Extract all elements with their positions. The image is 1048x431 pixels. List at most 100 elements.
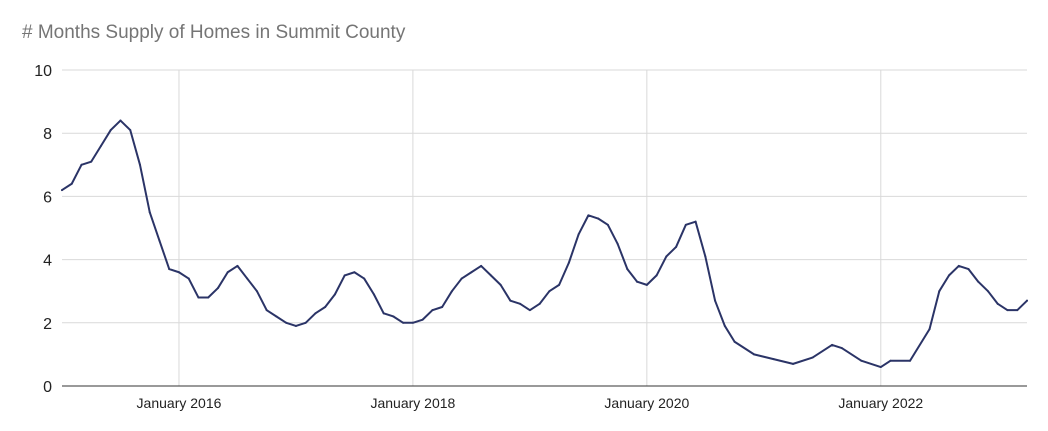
data-point <box>304 321 307 324</box>
data-point <box>587 214 590 217</box>
data-point <box>606 223 609 226</box>
y-tick-label: 2 <box>43 316 52 333</box>
data-point <box>840 347 843 350</box>
data-point <box>499 283 502 286</box>
data-point <box>392 315 395 318</box>
y-tick-label: 8 <box>43 126 52 143</box>
data-point <box>314 312 317 315</box>
data-point <box>324 306 327 308</box>
data-point <box>538 302 541 305</box>
data-point <box>275 315 278 318</box>
data-point <box>197 296 200 299</box>
data-point <box>246 277 249 280</box>
data-point <box>694 220 697 223</box>
data-point <box>1016 309 1019 312</box>
data-point <box>567 261 570 264</box>
data-point <box>1006 309 1009 312</box>
x-tick-label: January 2022 <box>838 395 923 411</box>
data-point <box>616 242 619 245</box>
data-point <box>294 324 297 327</box>
data-point <box>879 366 882 369</box>
y-tick-label: 4 <box>43 253 52 270</box>
data-point <box>489 274 492 277</box>
data-point <box>645 283 648 286</box>
data-point <box>928 328 931 331</box>
data-point <box>519 302 522 305</box>
data-point <box>860 359 863 362</box>
data-point <box>168 268 171 271</box>
data-point <box>655 274 658 277</box>
data-point <box>226 271 229 274</box>
data-point <box>236 264 239 267</box>
data-point <box>285 321 288 324</box>
data-point <box>714 299 717 302</box>
data-point <box>723 324 726 327</box>
data-point <box>470 271 473 274</box>
chart-title: # Months Supply of Homes in Summit Count… <box>22 22 406 43</box>
data-point <box>207 296 210 299</box>
data-point <box>811 356 814 359</box>
x-tick-label: January 2020 <box>604 395 689 411</box>
data-point <box>665 255 668 258</box>
data-point <box>333 293 336 296</box>
data-point <box>987 290 990 293</box>
data-point <box>967 268 970 271</box>
data-point <box>509 299 512 302</box>
data-point <box>889 359 892 362</box>
data-point <box>148 211 151 214</box>
data-point <box>119 119 122 122</box>
y-tick-label: 6 <box>43 189 52 206</box>
data-point <box>99 144 102 147</box>
data-point <box>909 359 912 362</box>
data-point <box>977 280 980 283</box>
data-point <box>938 290 941 293</box>
data-point <box>636 280 639 283</box>
data-point <box>129 129 132 132</box>
data-point <box>109 129 112 132</box>
data-point <box>382 312 385 315</box>
y-tick-label: 0 <box>43 379 52 396</box>
data-point <box>441 306 444 308</box>
data-point <box>411 321 414 324</box>
x-tick-label: January 2018 <box>370 395 455 411</box>
data-point <box>80 163 83 166</box>
data-point <box>577 233 580 236</box>
data-point <box>548 290 551 293</box>
data-point <box>792 362 795 365</box>
data-point <box>70 182 73 185</box>
data-point <box>158 239 161 242</box>
data-point <box>177 271 180 274</box>
data-point <box>704 255 707 258</box>
y-tick-label: 10 <box>34 63 52 80</box>
data-point <box>431 309 434 312</box>
data-point <box>528 309 531 312</box>
data-point <box>343 274 346 277</box>
data-point <box>450 290 453 293</box>
data-point <box>957 264 960 267</box>
x-tick-label: January 2016 <box>137 395 222 411</box>
data-point <box>684 223 687 226</box>
data-point <box>255 290 258 293</box>
data-point <box>372 293 375 296</box>
data-point <box>402 321 405 324</box>
data-point <box>996 302 999 305</box>
data-point <box>480 264 483 267</box>
data-point <box>772 358 775 361</box>
series-line <box>61 119 1028 369</box>
data-point <box>831 343 834 346</box>
data-point <box>753 353 756 356</box>
data-point <box>675 245 678 248</box>
data-point <box>363 277 366 280</box>
data-point <box>948 274 951 277</box>
data-point <box>216 287 219 290</box>
data-point <box>558 283 561 286</box>
data-point <box>733 340 736 343</box>
data-point <box>1026 299 1028 302</box>
data-point <box>138 163 141 166</box>
data-point <box>626 268 629 271</box>
data-point <box>460 277 463 280</box>
data-point <box>61 189 63 192</box>
data-point <box>421 318 424 321</box>
data-point <box>265 309 268 312</box>
